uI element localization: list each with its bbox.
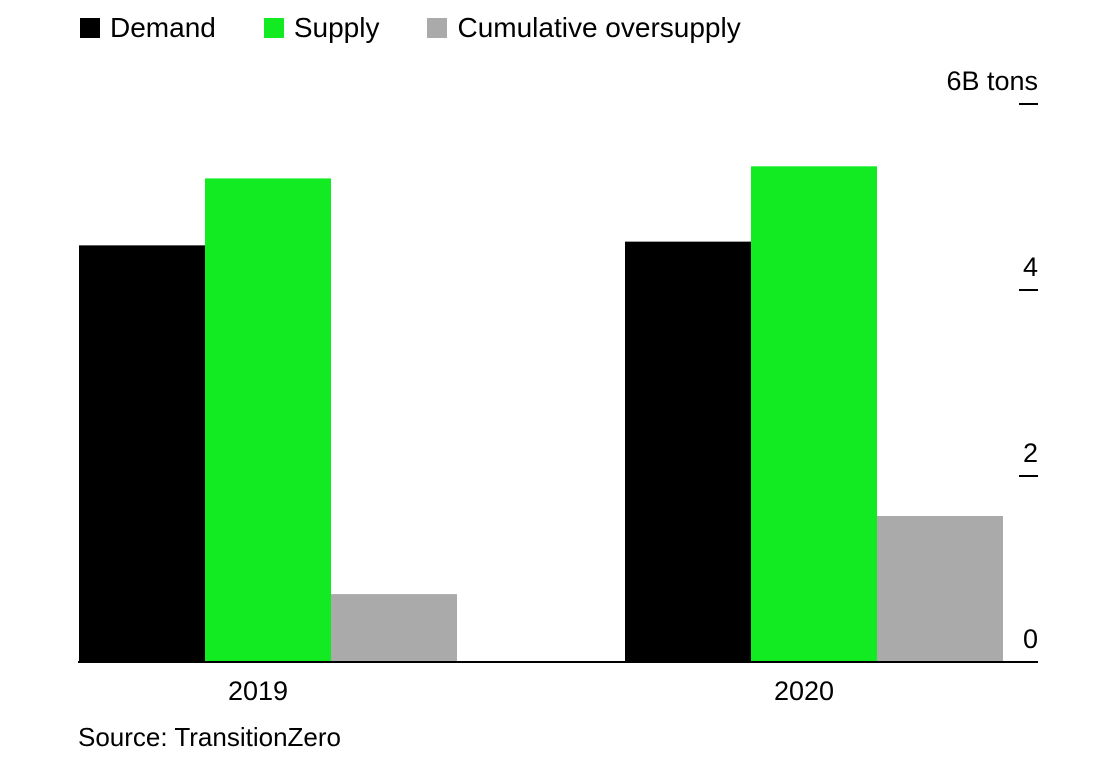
bar-supply-2020 <box>751 166 877 662</box>
y-tick-label-2: 2 <box>1023 438 1038 468</box>
legend-label-demand: Demand <box>110 12 216 43</box>
legend-item-demand: Demand <box>80 12 216 44</box>
bar-cumulative-oversupply-2020 <box>877 515 1003 662</box>
bar-chart: 0 2 4 6B tons 2019 2020 <box>78 66 1038 706</box>
x-tick-label-2020: 2020 <box>774 676 834 706</box>
chart-legend: Demand Supply Cumulative oversupply <box>80 10 789 46</box>
y-tick-label-6: 6B tons <box>946 66 1038 96</box>
bar-supply-2019 <box>205 178 331 662</box>
legend-swatch-supply <box>263 18 284 38</box>
legend-item-supply: Supply <box>263 12 380 44</box>
source-note: Source: TransitionZero <box>78 722 342 752</box>
y-tick-label-0: 0 <box>1023 624 1038 654</box>
legend-label-cumulative-oversupply: Cumulative oversupply <box>457 12 741 43</box>
legend-item-cumulative-oversupply: Cumulative oversupply <box>427 12 741 44</box>
bar-cumulative-oversupply-2019 <box>331 594 457 662</box>
legend-swatch-cumulative-oversupply <box>427 18 448 38</box>
legend-swatch-demand <box>80 18 100 38</box>
bar-demand-2020 <box>625 241 751 662</box>
legend-label-supply: Supply <box>293 12 380 43</box>
y-tick-label-4: 4 <box>1023 252 1038 282</box>
bar-demand-2019 <box>79 245 205 663</box>
x-tick-label-2019: 2019 <box>228 676 288 706</box>
